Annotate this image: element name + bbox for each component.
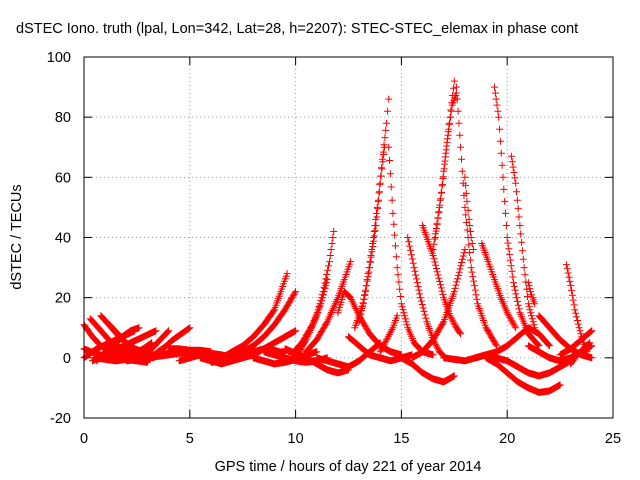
series-markers [397,354,458,386]
series-markers [165,345,225,362]
y-tick-label: 20 [55,291,71,307]
data-series [207,288,300,366]
series-markers [472,324,553,362]
series-markers [376,312,401,356]
y-tick-label: 100 [47,50,71,66]
series-markers [351,143,388,332]
data-series [397,354,458,386]
x-tick-label: 15 [393,431,409,447]
data-series [376,312,401,356]
x-tick-label: 5 [186,431,194,447]
data-points [80,77,596,396]
data-series [478,240,520,332]
series-markers [207,288,300,366]
series-markers [503,357,575,380]
data-series [482,354,564,396]
series-markers [556,327,596,359]
data-series [355,95,393,326]
data-series [452,83,501,350]
series-markers [302,258,355,356]
series-markers [491,83,543,350]
x-tick-label: 20 [499,431,515,447]
plot-frame [83,56,614,419]
series-markers [524,279,539,308]
series-markers [429,89,460,253]
data-series [491,83,543,350]
series-markers [122,339,156,360]
series-markers [482,354,564,396]
data-series [287,276,331,359]
series-markers [452,83,501,350]
series-markers [567,339,594,368]
tick-labels: 0 5 10 15 20 25 -20 0 20 40 60 80 100 [47,50,621,447]
series-markers [218,270,291,362]
data-series [419,222,465,338]
data-series [461,173,477,253]
y-tick-label: 60 [55,170,71,186]
data-series [507,152,539,332]
y-tick-label: -20 [50,411,71,427]
data-series [503,357,575,380]
chart-title: dSTEC Iono. truth (lpal, Lon=342, Lat=28… [16,21,578,37]
series-markers [507,152,539,332]
data-series [302,258,355,356]
data-series [351,143,388,332]
y-tick-label: 80 [55,110,71,126]
series-markers [287,276,331,359]
data-series [524,279,539,308]
data-series [218,270,291,362]
data-series [122,339,156,360]
data-series [429,89,460,253]
series-markers [461,173,477,253]
data-series [472,324,553,362]
x-tick-label: 10 [288,431,304,447]
x-axis-label: GPS time / hours of day 221 of year 2014 [215,459,482,475]
series-markers [355,95,393,326]
x-tick-label: 25 [605,431,621,447]
y-tick-label: 40 [55,231,71,247]
y-axis-label: dSTEC / TECUs [9,184,25,289]
data-series [165,345,225,362]
series-markers [478,240,520,332]
data-series [556,327,596,359]
data-series [567,339,594,368]
y-tick-label: 0 [63,351,71,367]
x-tick-label: 0 [80,431,88,447]
series-markers [419,222,465,338]
